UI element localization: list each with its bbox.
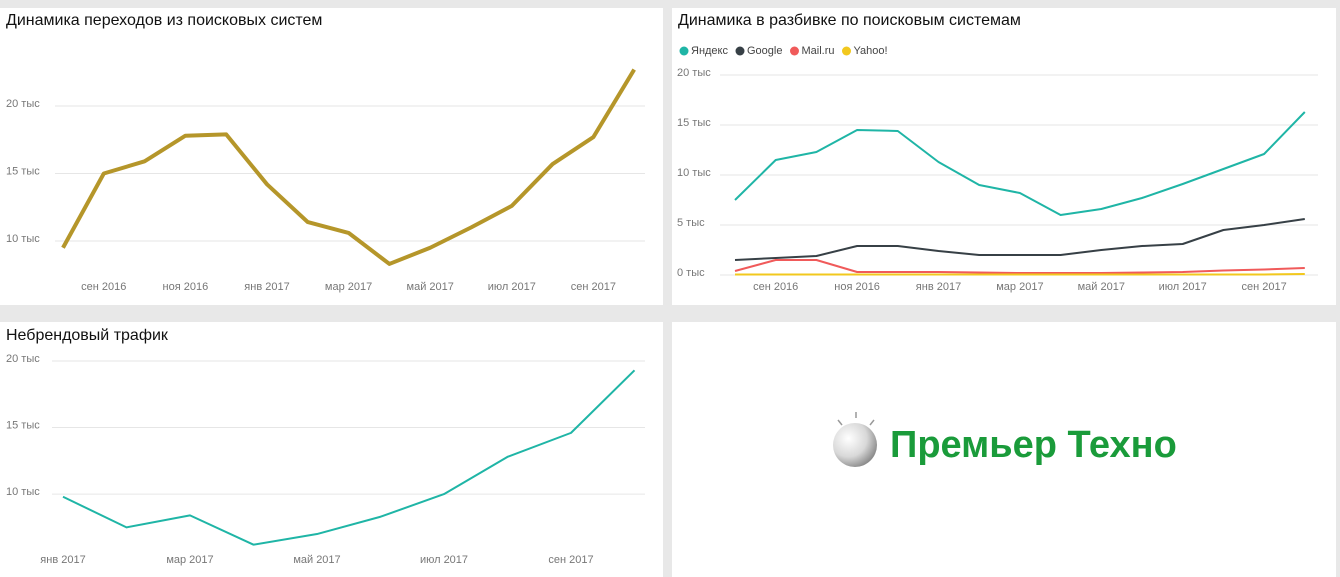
x-tick-label: сен 2017 [1241, 281, 1286, 293]
legend-label: Яндекс [691, 45, 728, 57]
y-tick-label: 20 тыс [6, 353, 40, 365]
panel [672, 322, 1336, 577]
x-tick-label: сен 2016 [753, 281, 798, 293]
x-tick-label: июл 2017 [1159, 281, 1207, 293]
legend-marker [735, 46, 745, 56]
line [734, 218, 1305, 261]
logo-text: Премьер Техно [890, 424, 1177, 466]
x-tick-label: июл 2017 [420, 554, 468, 566]
x-tick-label: мар 2017 [996, 281, 1043, 293]
x-tick-label: ноя 2016 [834, 281, 880, 293]
legend-marker [842, 46, 851, 56]
y-tick-label: 20 тыс [677, 67, 711, 79]
y-tick-label: 20 тыс [6, 98, 40, 110]
chart-title: Динамика в разбивке по поисковым система… [678, 12, 1021, 29]
x-tick-label: сен 2016 [81, 281, 126, 293]
y-tick-label: 15 тыс [677, 117, 711, 129]
panel [0, 322, 663, 577]
x-tick-label: янв 2017 [244, 281, 289, 293]
logo-ray [837, 419, 843, 426]
x-tick-label: июл 2017 [488, 281, 536, 293]
y-tick-label: 10 тыс [677, 167, 711, 179]
chart-title: Небрендовый трафик [6, 327, 169, 344]
x-tick-label: мар 2017 [166, 554, 213, 566]
x-tick-label: мар 2017 [325, 281, 372, 293]
legend-label: Yahoo! [854, 45, 888, 57]
legend-label: Google [747, 45, 782, 57]
x-tick-label: сен 2017 [571, 281, 616, 293]
logo-ray [869, 419, 875, 426]
y-tick-label: 15 тыс [6, 419, 40, 431]
line [734, 259, 1305, 274]
line [735, 273, 1305, 276]
line [62, 369, 636, 546]
legend-marker [789, 46, 799, 56]
line [61, 68, 636, 266]
y-tick-label: 0 тыс [677, 267, 705, 279]
line [734, 111, 1306, 216]
x-tick-label: янв 2017 [40, 554, 85, 566]
y-tick-label: 15 тыс [6, 165, 40, 177]
y-tick-label: 10 тыс [6, 233, 40, 245]
x-tick-label: май 2017 [407, 281, 454, 293]
x-tick-label: май 2017 [1078, 281, 1125, 293]
y-tick-label: 10 тыс [6, 486, 40, 498]
x-tick-label: май 2017 [293, 554, 340, 566]
chart-title: Динамика переходов из поисковых систем [6, 12, 322, 29]
x-tick-label: ноя 2016 [163, 281, 209, 293]
legend-marker [679, 46, 689, 56]
logo: Премьер Техно [833, 412, 1177, 467]
panel [0, 8, 663, 305]
x-tick-label: сен 2017 [548, 554, 593, 566]
x-tick-label: янв 2017 [916, 281, 961, 293]
logo-icon [833, 423, 877, 467]
legend-label: Mail.ru [801, 45, 834, 57]
y-tick-label: 5 тыс [677, 217, 705, 229]
